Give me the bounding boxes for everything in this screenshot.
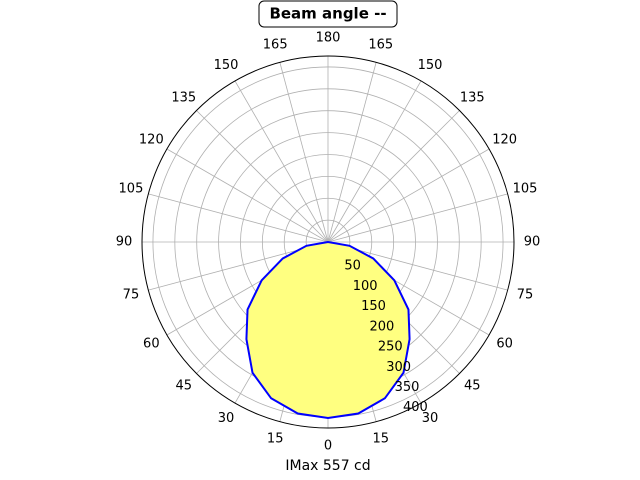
polar-frame bbox=[141, 55, 515, 429]
r-tick-label: 100 bbox=[353, 279, 378, 294]
r-tick-label: 400 bbox=[403, 400, 428, 415]
theta-tick-label: 30 bbox=[218, 411, 235, 426]
theta-grid-line bbox=[327, 148, 490, 243]
theta-grid-line bbox=[279, 62, 329, 243]
theta-tick-label: 135 bbox=[460, 90, 485, 105]
theta-grid-line bbox=[327, 62, 377, 243]
theta-grid-line bbox=[148, 193, 329, 243]
theta-tick-label: 180 bbox=[316, 31, 341, 46]
theta-tick-label: 135 bbox=[171, 90, 196, 105]
theta-tick-label: 60 bbox=[496, 337, 513, 352]
theta-tick-label: 165 bbox=[368, 37, 393, 52]
title-box bbox=[258, 0, 398, 28]
r-tick-label: 200 bbox=[369, 319, 394, 334]
chart-title: Beam angle -- bbox=[269, 5, 386, 23]
theta-tick-label: 0 bbox=[324, 439, 332, 454]
theta-tick-label: 105 bbox=[513, 182, 538, 197]
theta-tick-label: 150 bbox=[214, 58, 239, 73]
theta-grid-line bbox=[196, 110, 329, 243]
theta-tick-label: 75 bbox=[123, 287, 140, 302]
theta-tick-label: 165 bbox=[263, 37, 288, 52]
theta-tick-label: 105 bbox=[119, 182, 144, 197]
intensity-area bbox=[246, 242, 410, 418]
theta-grid-line bbox=[327, 80, 422, 243]
theta-tick-label: 75 bbox=[517, 287, 534, 302]
r-tick-label: 150 bbox=[361, 299, 386, 314]
theta-tick-label: 60 bbox=[143, 337, 160, 352]
r-tick-label: 50 bbox=[344, 259, 361, 274]
theta-tick-label: 90 bbox=[116, 235, 133, 250]
theta-grid-line bbox=[327, 110, 460, 243]
theta-tick-label: 150 bbox=[418, 58, 443, 73]
theta-tick-label: 90 bbox=[524, 235, 541, 250]
x-axis-label: IMax 557 cd bbox=[285, 458, 370, 474]
theta-grid-line bbox=[327, 193, 508, 243]
theta-tick-label: 45 bbox=[464, 379, 481, 394]
theta-tick-label: 120 bbox=[492, 133, 517, 148]
r-tick-label: 250 bbox=[378, 340, 403, 355]
theta-tick-label: 45 bbox=[175, 379, 192, 394]
theta-grid-line bbox=[166, 148, 329, 243]
theta-tick-label: 15 bbox=[267, 432, 284, 447]
theta-tick-label: 15 bbox=[373, 432, 390, 447]
theta-tick-label: 120 bbox=[139, 133, 164, 148]
intensity-line bbox=[245, 240, 411, 419]
r-tick-label: 300 bbox=[386, 360, 411, 375]
theta-grid-line bbox=[234, 80, 329, 243]
r-tick-label: 350 bbox=[395, 380, 420, 395]
theta-tick-label: 30 bbox=[422, 411, 439, 426]
